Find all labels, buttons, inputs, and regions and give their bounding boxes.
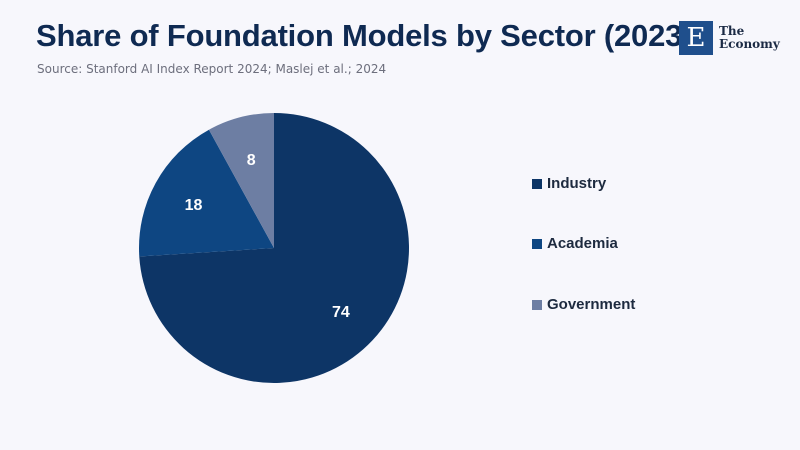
data-label-industry: 74 <box>332 304 350 321</box>
legend-item-industry: Industry <box>532 175 606 192</box>
legend-swatch-government <box>532 299 542 310</box>
data-label-government: 8 <box>247 152 256 169</box>
pie-slice-academia <box>139 129 274 257</box>
pie-slice-government <box>208 113 274 248</box>
pie-slice-industry <box>139 113 409 383</box>
legend-label-industry: Industry <box>547 175 607 192</box>
legend-item-academia: Academia <box>532 235 618 252</box>
legend-label-academia: Academia <box>547 235 618 252</box>
logo-line-1: The <box>719 24 745 38</box>
logo-mark: E <box>679 21 713 55</box>
chart-source: Source: Stanford AI Index Report 2024; M… <box>37 62 387 76</box>
the-economy-logo: E The Economy <box>679 21 780 55</box>
legend-label-government: Government <box>547 296 636 313</box>
data-label-academia: 18 <box>185 197 203 214</box>
legend-swatch-industry <box>532 178 542 189</box>
chart-title: Share of Foundation Models by Sector (20… <box>36 18 693 53</box>
legend-item-government: Government <box>532 296 635 313</box>
logo-line-2: Economy <box>719 37 780 51</box>
legend-swatch-academia <box>532 238 542 249</box>
logo-text: The Economy <box>719 25 780 51</box>
